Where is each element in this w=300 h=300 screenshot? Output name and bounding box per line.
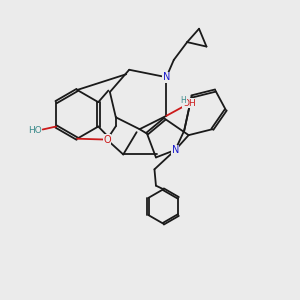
Text: H: H <box>181 96 187 105</box>
Text: N: N <box>163 72 170 82</box>
Text: HO: HO <box>28 126 41 135</box>
Text: O: O <box>103 135 111 145</box>
Text: OH: OH <box>183 99 196 108</box>
Text: N: N <box>172 145 179 155</box>
